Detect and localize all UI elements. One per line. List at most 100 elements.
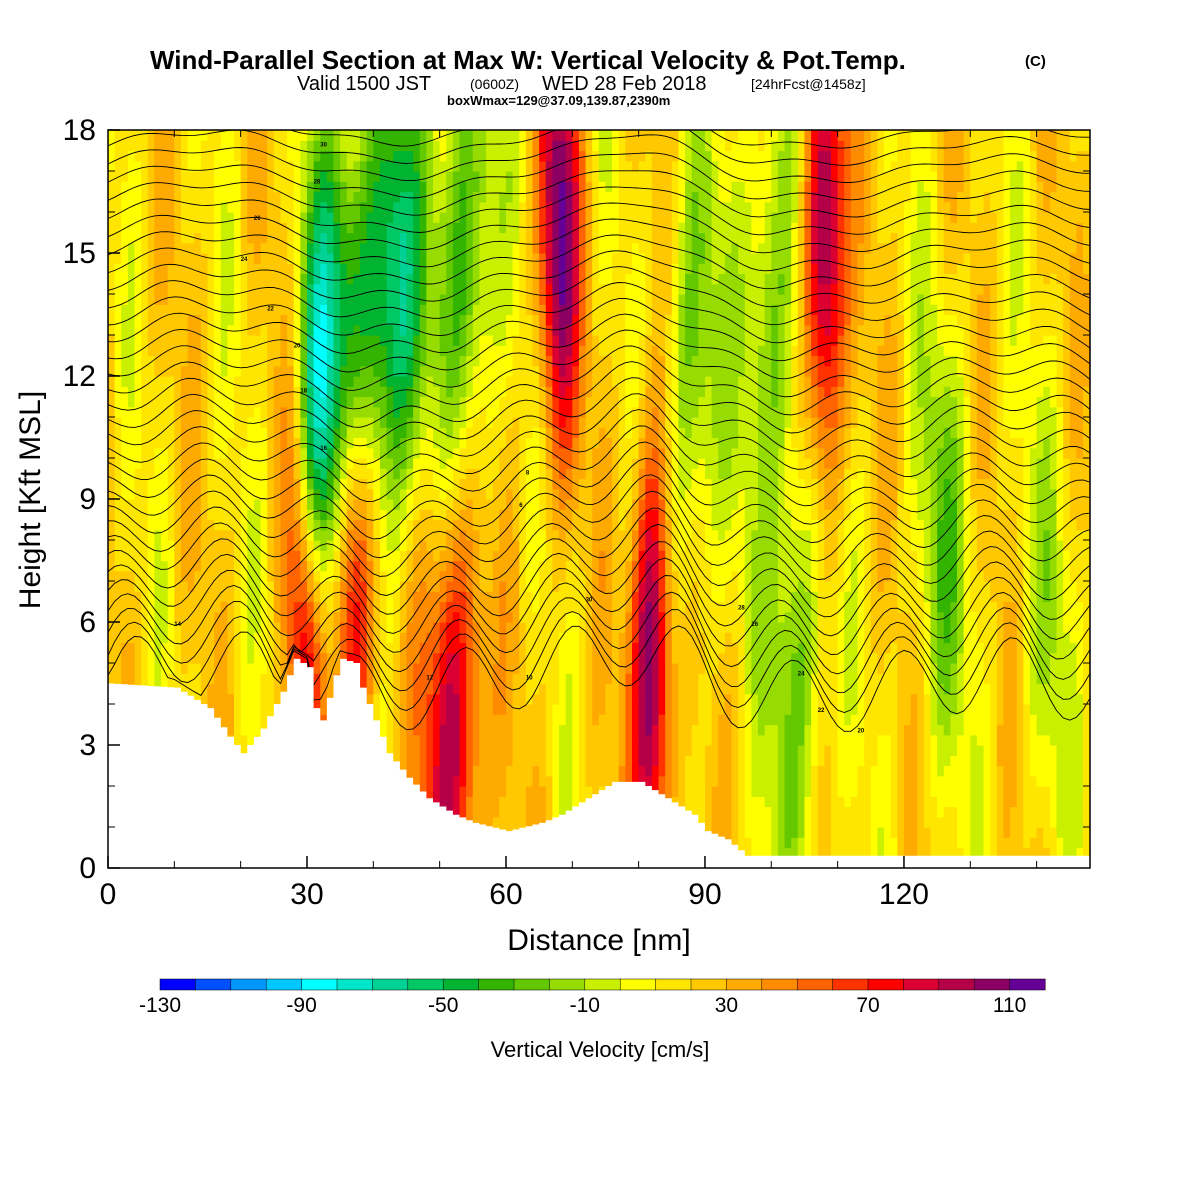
velocity-cell: [525, 130, 534, 141]
velocity-cell: [161, 550, 169, 562]
velocity-cell: [214, 294, 222, 305]
velocity-cell: [280, 417, 288, 428]
velocity-cell: [200, 191, 209, 203]
velocity-cell: [313, 191, 321, 203]
velocity-cell: [240, 468, 248, 480]
velocity-cell: [499, 376, 507, 387]
velocity-cell: [505, 632, 514, 644]
velocity-cell: [306, 171, 315, 182]
velocity-cell: [220, 560, 228, 572]
velocity-cell: [260, 611, 268, 623]
velocity-cell: [134, 314, 142, 326]
velocity-cell: [486, 314, 494, 326]
velocity-cell: [313, 550, 321, 562]
velocity-cell: [486, 591, 494, 603]
velocity-cell: [333, 171, 341, 182]
velocity-cell: [267, 683, 275, 695]
velocity-cell: [452, 622, 461, 633]
velocity-cell: [472, 212, 481, 223]
velocity-cell: [525, 714, 534, 726]
velocity-cell: [214, 150, 222, 162]
velocity-cell: [340, 396, 348, 408]
velocity-cell: [366, 222, 374, 234]
velocity-cell: [227, 540, 235, 551]
velocity-cell: [346, 324, 355, 336]
velocity-cell: [452, 663, 461, 674]
velocity-cell: [539, 693, 547, 705]
velocity-cell: [519, 632, 527, 644]
velocity-cell: [433, 222, 441, 234]
velocity-cell: [287, 529, 295, 541]
velocity-cell: [499, 458, 507, 469]
velocity-cell: [559, 570, 567, 582]
velocity-cell: [525, 171, 534, 182]
velocity-cell: [486, 570, 494, 582]
velocity-cell: [200, 509, 209, 521]
velocity-cell: [207, 273, 215, 285]
velocity-cell: [267, 376, 275, 387]
velocity-cell: [439, 150, 447, 162]
velocity-cell: [499, 806, 507, 818]
velocity-cell: [147, 427, 156, 439]
velocity-cell: [492, 499, 500, 510]
velocity-cell: [167, 427, 175, 439]
velocity-cell: [121, 488, 129, 500]
velocity-cell: [446, 191, 454, 203]
velocity-cell: [439, 786, 447, 797]
velocity-cell: [207, 263, 215, 275]
velocity-cell: [220, 294, 228, 305]
velocity-cell: [300, 560, 308, 572]
velocity-cell: [247, 642, 255, 654]
velocity-cell: [333, 150, 341, 162]
velocity-cell: [180, 365, 189, 377]
velocity-cell: [459, 212, 467, 223]
velocity-cell: [393, 150, 401, 162]
velocity-cell: [346, 294, 355, 305]
velocity-cell: [187, 683, 195, 695]
velocity-cell: [512, 499, 520, 510]
velocity-cell: [452, 171, 461, 182]
velocity-cell: [121, 324, 129, 336]
velocity-cell: [247, 704, 255, 715]
velocity-cell: [121, 263, 129, 275]
velocity-cell: [154, 150, 162, 162]
velocity-cell: [227, 232, 235, 244]
velocity-cell: [180, 478, 189, 490]
velocity-cell: [539, 765, 547, 777]
velocity-cell: [426, 263, 434, 275]
velocity-cell: [300, 140, 308, 152]
velocity-cell: [472, 171, 481, 182]
velocity-cell: [512, 745, 520, 756]
velocity-cell: [326, 222, 335, 234]
velocity-cell: [559, 632, 567, 644]
velocity-cell: [227, 222, 235, 234]
velocity-cell: [426, 540, 434, 551]
velocity-cell: [234, 673, 242, 685]
velocity-cell: [121, 611, 129, 623]
velocity-cell: [552, 345, 560, 357]
velocity-cell: [326, 591, 335, 603]
velocity-cell: [114, 273, 122, 285]
velocity-cell: [393, 458, 401, 469]
velocity-cell: [240, 130, 248, 141]
velocity-cell: [466, 509, 474, 521]
velocity-cell: [539, 242, 547, 254]
velocity-cell: [353, 447, 361, 459]
velocity-cell: [446, 693, 454, 705]
velocity-cell: [426, 652, 434, 664]
velocity-cell: [306, 212, 315, 223]
velocity-cell: [300, 601, 308, 613]
velocity-cell: [306, 242, 315, 254]
velocity-cell: [121, 427, 129, 439]
velocity-cell: [393, 273, 401, 285]
velocity-cell: [326, 529, 335, 541]
velocity-cell: [260, 540, 268, 551]
velocity-cell: [472, 294, 481, 305]
velocity-cell: [194, 191, 202, 203]
velocity-cell: [194, 550, 202, 562]
velocity-cell: [426, 355, 434, 367]
velocity-cell: [127, 611, 136, 623]
velocity-cell: [267, 345, 275, 357]
velocity-cell: [512, 406, 520, 418]
velocity-cell: [141, 468, 149, 480]
